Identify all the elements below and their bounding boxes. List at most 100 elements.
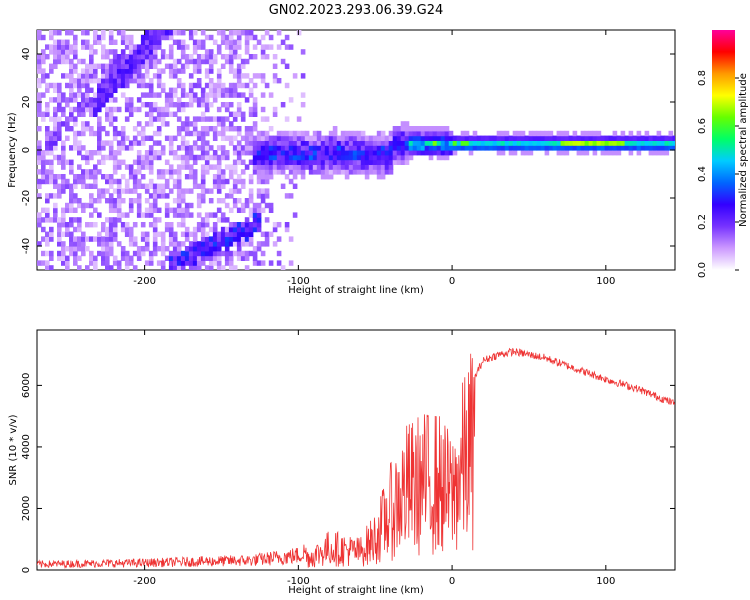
heatmap-cell — [93, 30, 98, 36]
heatmap-cell — [272, 226, 278, 233]
heatmap-cell — [120, 92, 126, 98]
heatmap-cell — [148, 49, 154, 55]
heatmap-cell — [69, 78, 74, 84]
heatmap-cell — [180, 260, 186, 266]
heatmap-cell — [320, 140, 326, 146]
heatmap-cell — [340, 135, 346, 141]
heatmap-cell — [224, 154, 230, 161]
heatmap-cell — [628, 150, 634, 156]
heatmap-cell — [65, 135, 70, 141]
heatmap-cell — [244, 231, 250, 237]
heatmap-cell — [69, 106, 74, 113]
heatmap-cell — [332, 135, 338, 141]
heatmap-cell — [97, 193, 102, 199]
heatmap-cell — [128, 102, 134, 108]
heatmap-cell — [212, 226, 218, 233]
heatmap-cell — [280, 183, 286, 189]
heatmap-cell — [496, 135, 502, 141]
heatmap-cell — [224, 246, 230, 252]
heatmap-cell — [93, 63, 98, 69]
heatmap-cell — [136, 97, 142, 103]
heatmap-cell — [108, 82, 114, 89]
heatmap-cell — [524, 145, 530, 151]
heatmap-cell — [564, 130, 570, 137]
heatmap-cell — [41, 178, 46, 185]
heatmap-cell — [184, 236, 190, 242]
heatmap-cell — [672, 135, 675, 141]
heatmap-cell — [612, 135, 618, 141]
heatmap-cell — [45, 102, 50, 108]
colorbar-tick-label: 0.8 — [697, 70, 708, 86]
heatmap-cell — [508, 145, 514, 151]
heatmap-cell — [168, 188, 174, 194]
heatmap-cell — [616, 145, 622, 151]
heatmap-cell — [73, 116, 78, 122]
heatmap-cell — [416, 140, 422, 146]
heatmap-cell — [344, 150, 350, 156]
heatmap-cell — [248, 250, 254, 257]
heatmap-cell — [540, 145, 546, 151]
heatmap-cell — [184, 116, 190, 122]
heatmap-cell — [532, 145, 538, 151]
heatmap-cell — [344, 145, 350, 151]
heatmap-cell — [69, 116, 74, 122]
heatmap-cell — [61, 145, 66, 151]
heatmap-cell — [552, 145, 558, 151]
heatmap-cell — [144, 34, 150, 41]
heatmap-cell — [556, 150, 562, 156]
heatmap-cell — [508, 135, 514, 141]
heatmap-cell — [160, 82, 166, 89]
heatmap-cell — [120, 126, 126, 132]
heatmap-cell — [356, 159, 362, 165]
heatmap-cell — [120, 82, 126, 89]
heatmap-cell — [288, 154, 294, 161]
heatmap-cell — [85, 121, 90, 127]
heatmap-cell — [312, 159, 318, 165]
heatmap-cell — [144, 82, 150, 89]
heatmap-cell — [156, 140, 162, 146]
heatmap-cell — [41, 78, 46, 84]
heatmap-cell — [81, 178, 86, 185]
heatmap-cell — [57, 222, 62, 228]
heatmap-cell — [93, 97, 98, 103]
heatmap-cell — [108, 97, 114, 103]
heatmap-cell — [352, 150, 358, 156]
heatmap-cell — [208, 154, 214, 161]
heatmap-cell — [132, 73, 138, 79]
heatmap-cell — [240, 183, 246, 189]
heatmap-cell — [97, 236, 102, 242]
heatmap-cell — [584, 130, 590, 137]
heatmap-cell — [276, 164, 282, 170]
heatmap-cell — [220, 250, 226, 257]
heatmap-cell — [37, 241, 42, 247]
heatmap-cell — [168, 135, 174, 141]
heatmap-cell — [140, 174, 146, 180]
heatmap-cell — [124, 178, 130, 185]
heatmap-cell — [192, 169, 198, 175]
heatmap-cell — [284, 130, 290, 137]
heatmap-cell — [236, 126, 242, 132]
heatmap-cell — [440, 140, 446, 146]
heatmap-cell — [128, 169, 134, 175]
heatmap-cell — [128, 39, 134, 45]
heatmap-cell — [37, 126, 42, 132]
heatmap-cell — [57, 58, 62, 65]
heatmap-cell — [176, 222, 182, 228]
heatmap-cell — [364, 164, 370, 170]
heatmap-cell — [200, 193, 206, 199]
heatmap-cell — [612, 140, 618, 146]
heatmap-cell — [116, 140, 122, 146]
heatmap-cell — [168, 265, 174, 270]
heatmap-cell — [192, 154, 198, 161]
heatmap-cell — [61, 207, 66, 213]
heatmap-cell — [384, 150, 390, 156]
heatmap-cell — [260, 73, 266, 79]
heatmap-cell — [89, 44, 94, 50]
heatmap-cell — [220, 226, 226, 233]
heatmap-cell — [580, 150, 586, 156]
heatmap-cell — [188, 121, 194, 127]
heatmap-cell — [228, 39, 234, 45]
heatmap-cell — [288, 135, 294, 141]
heatmap-cell — [81, 111, 86, 117]
